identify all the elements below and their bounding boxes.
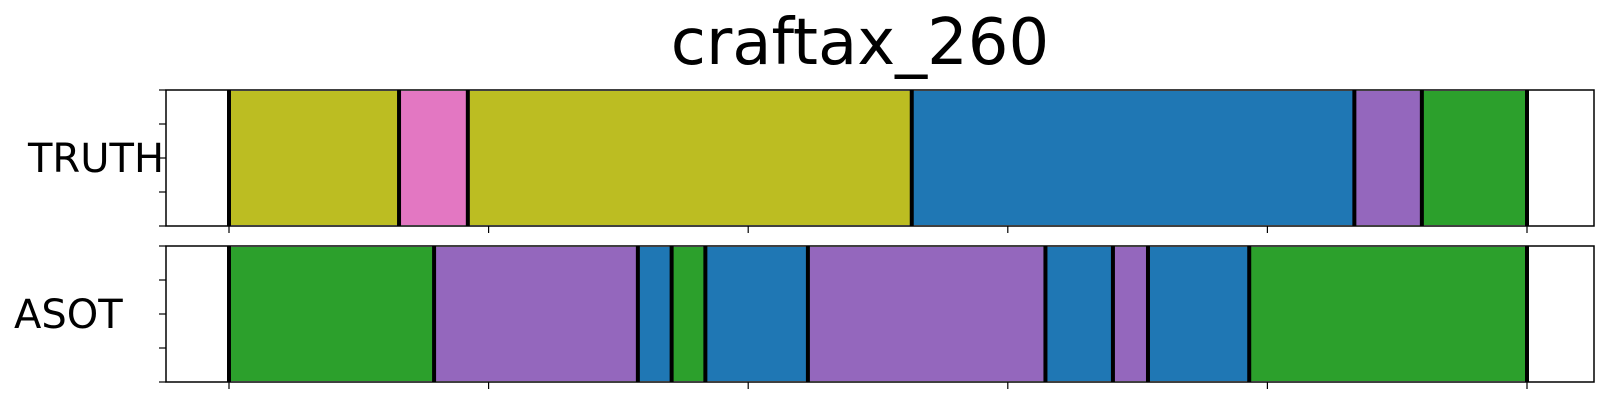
segment-asot-2 (434, 247, 638, 381)
segment-asot-5 (705, 247, 808, 381)
segment-truth-3 (467, 91, 912, 225)
segment-asot-10 (1249, 247, 1527, 381)
segment-truth-2 (399, 91, 468, 225)
row-truth: TRUTH (27, 89, 1595, 233)
segment-asot-7 (1045, 247, 1113, 381)
segment-asot-3 (637, 247, 672, 381)
segment-asot-6 (807, 247, 1046, 381)
chart-rows: TRUTH ASOT (14, 89, 1595, 389)
segment-truth-1 (229, 91, 400, 225)
segment-truth-5 (1354, 91, 1422, 225)
segment-asot-8 (1112, 247, 1148, 381)
row-label-asot: ASOT (14, 292, 123, 338)
row-asot: ASOT (14, 245, 1595, 389)
segment-asot-4 (671, 247, 706, 381)
segment-truth-6 (1421, 91, 1527, 225)
segment-asot-9 (1147, 247, 1250, 381)
segment-asot-1 (229, 247, 435, 381)
segment-truth-4 (911, 91, 1355, 225)
chart-title: craftax_260 (671, 6, 1049, 80)
row-label-truth: TRUTH (27, 136, 164, 182)
